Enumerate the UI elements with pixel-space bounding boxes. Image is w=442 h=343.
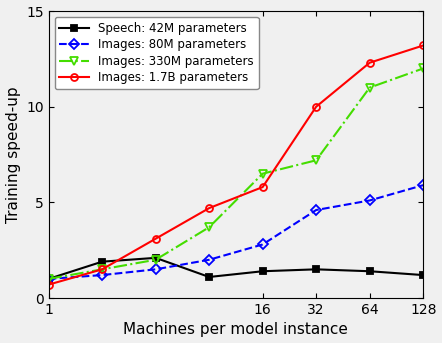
Speech: 42M parameters: (64, 1.4): 42M parameters: (64, 1.4) xyxy=(367,269,372,273)
Images: 330M parameters: (16, 6.5): 330M parameters: (16, 6.5) xyxy=(260,172,265,176)
Speech: 42M parameters: (128, 1.2): 42M parameters: (128, 1.2) xyxy=(420,273,426,277)
Images: 330M parameters: (64, 11): 330M parameters: (64, 11) xyxy=(367,85,372,90)
Images: 1.7B parameters: (128, 13.2): 1.7B parameters: (128, 13.2) xyxy=(420,44,426,48)
Line: Speech: 42M parameters: Speech: 42M parameters xyxy=(45,255,427,282)
Speech: 42M parameters: (16, 1.4): 42M parameters: (16, 1.4) xyxy=(260,269,265,273)
Speech: 42M parameters: (32, 1.5): 42M parameters: (32, 1.5) xyxy=(313,267,319,271)
Images: 330M parameters: (128, 12): 330M parameters: (128, 12) xyxy=(420,67,426,71)
Images: 80M parameters: (128, 5.9): 80M parameters: (128, 5.9) xyxy=(420,183,426,187)
Images: 80M parameters: (2, 1.2): 80M parameters: (2, 1.2) xyxy=(99,273,105,277)
Speech: 42M parameters: (8, 1.1): 42M parameters: (8, 1.1) xyxy=(206,275,212,279)
Images: 80M parameters: (64, 5.1): 80M parameters: (64, 5.1) xyxy=(367,198,372,202)
Line: Images: 330M parameters: Images: 330M parameters xyxy=(45,64,427,283)
Images: 1.7B parameters: (64, 12.3): 1.7B parameters: (64, 12.3) xyxy=(367,61,372,65)
Speech: 42M parameters: (1, 1): 42M parameters: (1, 1) xyxy=(46,277,51,281)
Images: 330M parameters: (4, 2): 330M parameters: (4, 2) xyxy=(153,258,158,262)
Images: 1.7B parameters: (32, 10): 1.7B parameters: (32, 10) xyxy=(313,105,319,109)
Images: 330M parameters: (1, 1): 330M parameters: (1, 1) xyxy=(46,277,51,281)
Speech: 42M parameters: (2, 1.9): 42M parameters: (2, 1.9) xyxy=(99,260,105,264)
Y-axis label: Training speed-up: Training speed-up xyxy=(6,86,21,223)
X-axis label: Machines per model instance: Machines per model instance xyxy=(123,322,348,338)
Line: Images: 1.7B parameters: Images: 1.7B parameters xyxy=(45,42,427,288)
Images: 1.7B parameters: (8, 4.7): 1.7B parameters: (8, 4.7) xyxy=(206,206,212,210)
Images: 80M parameters: (16, 2.8): 80M parameters: (16, 2.8) xyxy=(260,243,265,247)
Line: Images: 80M parameters: Images: 80M parameters xyxy=(45,182,427,282)
Images: 80M parameters: (32, 4.6): 80M parameters: (32, 4.6) xyxy=(313,208,319,212)
Images: 330M parameters: (32, 7.2): 330M parameters: (32, 7.2) xyxy=(313,158,319,162)
Images: 330M parameters: (2, 1.5): 330M parameters: (2, 1.5) xyxy=(99,267,105,271)
Images: 1.7B parameters: (16, 5.8): 1.7B parameters: (16, 5.8) xyxy=(260,185,265,189)
Images: 1.7B parameters: (1, 0.7): 1.7B parameters: (1, 0.7) xyxy=(46,283,51,287)
Images: 1.7B parameters: (4, 3.1): 1.7B parameters: (4, 3.1) xyxy=(153,237,158,241)
Images: 1.7B parameters: (2, 1.5): 1.7B parameters: (2, 1.5) xyxy=(99,267,105,271)
Images: 80M parameters: (8, 2): 80M parameters: (8, 2) xyxy=(206,258,212,262)
Images: 330M parameters: (8, 3.7): 330M parameters: (8, 3.7) xyxy=(206,225,212,229)
Images: 80M parameters: (4, 1.5): 80M parameters: (4, 1.5) xyxy=(153,267,158,271)
Images: 80M parameters: (1, 1): 80M parameters: (1, 1) xyxy=(46,277,51,281)
Speech: 42M parameters: (4, 2.1): 42M parameters: (4, 2.1) xyxy=(153,256,158,260)
Legend: Speech: 42M parameters, Images: 80M parameters, Images: 330M parameters, Images:: Speech: 42M parameters, Images: 80M para… xyxy=(54,17,259,89)
